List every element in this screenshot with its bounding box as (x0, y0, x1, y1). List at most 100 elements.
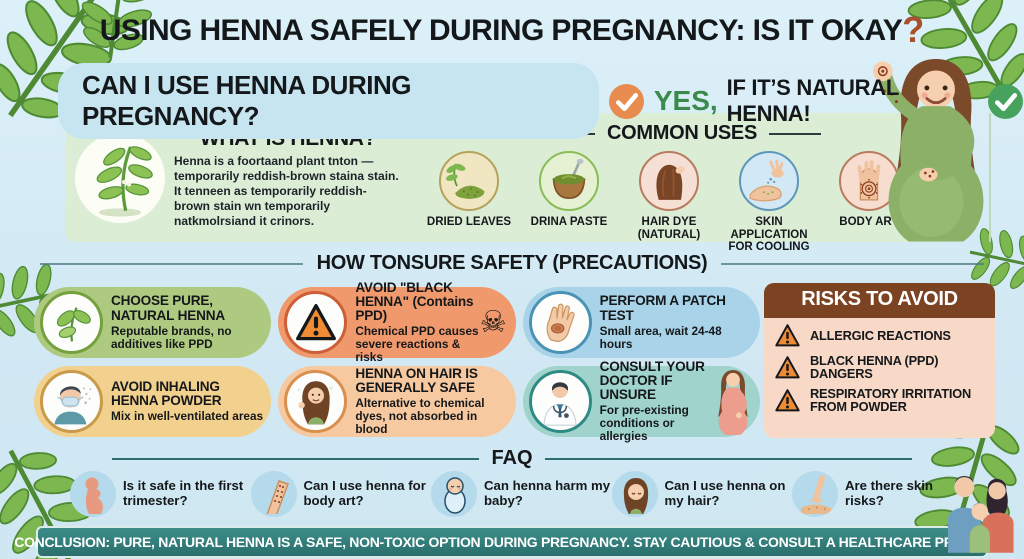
card-choose-pure-henna: CHOOSE PURE, NATURAL HENNA Reputable bra… (34, 287, 272, 358)
card-text: AVOID INHALING HENNA POWDER Mix in well-… (111, 378, 263, 424)
woman-face-icon (623, 478, 648, 514)
safety-heading: HOW TONSURE SAFETY (PRECAUTIONS) (40, 252, 985, 275)
hand-touch-skin-icon (801, 475, 831, 514)
faq-item-skin-risks: Are there skin risks? (792, 471, 972, 517)
card-subtitle: Alternative to chemical dyes, not absorb… (355, 396, 485, 437)
faq-question: Is it safe in the first trimester? (123, 478, 244, 508)
card-badge (284, 291, 348, 354)
faq-item-harm-baby: Can henna harm my baby? (431, 471, 611, 517)
faq-title: FAQ (491, 447, 533, 469)
answer-yes: YES, (653, 85, 718, 116)
card-title: CHOOSE PURE, NATURAL HENNA (111, 293, 225, 323)
card-badge (528, 370, 592, 433)
info-band: WHAT IS HENNA? Henna is a foortaand plan… (65, 113, 991, 253)
checkmark-icon (608, 83, 645, 120)
warning-triangle-icon (294, 302, 338, 343)
dash-line (769, 132, 822, 135)
risk-item: RESPIRATORY IRRITATION FROM POWDER (764, 382, 995, 415)
faq-badge (250, 471, 297, 517)
patch-test-hand-icon (546, 303, 575, 342)
answer-condition: IF IT’S NATURAL HENNA! (726, 75, 899, 126)
use-label: BODY ART (839, 216, 899, 228)
divider-line (112, 457, 480, 460)
masked-person-icon (53, 385, 91, 424)
use-badge (739, 151, 799, 211)
dried-leaves-icon (446, 163, 485, 199)
card-subtitle: Reputable brands, no additives like PPD (111, 323, 232, 351)
safety-title: HOW TONSURE SAFETY (PRECAUTIONS) (316, 252, 708, 274)
card-title: CONSULT YOUR DOCTOR IF UNSURE (599, 358, 705, 403)
warning-triangle-icon (774, 388, 801, 413)
baby-icon (444, 477, 466, 514)
faq-question: Can I use henna on my hair? (664, 478, 786, 508)
use-label: HAIR DYE (NATURAL) (637, 216, 701, 241)
use-item-hair-dye: HAIR DYE (NATURAL) (619, 151, 719, 254)
card-title: PERFORM A PATCH TEST (599, 293, 726, 323)
faq-question: Can I use henna for body art? (303, 478, 426, 508)
question-mark: ? (902, 9, 925, 50)
henna-plant-icon (96, 145, 153, 217)
card-title: AVOID "BLACK HENNA" (Contains PPD) (355, 279, 474, 324)
card-avoid-black-henna: AVOID "BLACK HENNA" (Contains PPD) Chemi… (278, 280, 516, 364)
hair-dye-icon (656, 164, 685, 200)
risk-text: RESPIRATORY IRRITATION FROM POWDER (810, 385, 972, 415)
divider-line (40, 262, 303, 265)
use-item-paste: DRINA PASTE (519, 151, 619, 254)
card-title: AVOID INHALING HENNA POWDER (111, 378, 222, 409)
card-subtitle: Chemical PPD causes severe reactions & r… (355, 324, 479, 365)
card-text: HENNA ON HAIR IS GENERALLY SAFE Alternat… (355, 365, 507, 437)
precaution-cards: CHOOSE PURE, NATURAL HENNA Reputable bra… (34, 280, 760, 443)
card-text: CONSULT YOUR DOCTOR IF UNSURE For pre-ex… (599, 358, 752, 444)
faq-badge (70, 471, 116, 517)
faq-badge (431, 471, 477, 517)
skin-application-icon (749, 159, 784, 202)
use-badge (639, 151, 699, 211)
pregnant-woman-illustration (872, 59, 984, 242)
card-henna-on-hair: HENNA ON HAIR IS GENERALLY SAFE Alternat… (278, 365, 516, 437)
skull-crossbones-icon: ☠ (479, 304, 507, 340)
body-art-hand-icon (857, 160, 881, 201)
pregnant-woman-small-illustration (718, 369, 748, 436)
card-badge (284, 370, 348, 433)
doctor-icon (543, 381, 577, 426)
woman-long-hair-icon (296, 380, 334, 424)
common-uses-items: DRIED LEAVES DRINA PASTE (419, 151, 919, 254)
faq-item-hair: Can I use henna on my hair? (611, 471, 792, 517)
common-uses-title: COMMON USES (606, 122, 758, 144)
question-banner: CAN I USE HENNA DURING PREGNANCY? YES, I… (58, 63, 1024, 139)
use-label: SKIN APPLICATION FOR COOLING (728, 216, 810, 254)
divider-line (721, 262, 985, 265)
faq-item-first-trimester: Is it safe in the first trimester? (70, 471, 250, 517)
family-illustration (947, 475, 1014, 553)
faq-badge (611, 471, 658, 517)
henna-arm-icon (266, 480, 289, 514)
faq-items: Is it safe in the first trimester? Can I… (70, 471, 972, 517)
card-text: PERFORM A PATCH TEST Small area, wait 24… (600, 294, 752, 350)
card-subtitle: Small area, wait 24-48 hours (599, 323, 722, 351)
use-label: DRINA PASTE (530, 216, 608, 228)
conclusion-text: CONCLUSION: PURE, NATURAL HENNA IS A SAF… (14, 534, 1010, 550)
henna-paste-bowl-icon (552, 158, 586, 200)
what-is-henna-text: WHAT IS HENNA? Henna is a foortaand plan… (174, 127, 402, 229)
checkmark-icon (987, 83, 1024, 120)
faq-item-body-art: Can I use henna for body art? (250, 471, 431, 517)
risks-panel: RISKS TO AVOID ALLERGIC REACTIONS BLACK … (764, 283, 995, 438)
use-label: DRIED LEAVES (426, 216, 512, 228)
card-title: HENNA ON HAIR IS GENERALLY SAFE (355, 365, 478, 396)
pregnant-silhouette-icon (85, 477, 103, 514)
faq-header: FAQ (112, 447, 912, 470)
conclusion-bar: CONCLUSION: PURE, NATURAL HENNA IS A SAF… (14, 526, 1010, 558)
leaf-sprig-icon (56, 306, 91, 342)
card-badge (40, 370, 103, 433)
use-badge (539, 151, 599, 211)
use-badge (439, 151, 499, 211)
warning-triangle-icon (774, 355, 801, 380)
use-item-dried-leaves: DRIED LEAVES (419, 151, 519, 254)
card-badge (40, 291, 103, 354)
page-title: USING HENNA SAFELY DURING PREGNANCY: IS … (0, 9, 1024, 51)
card-patch-test: PERFORM A PATCH TEST Small area, wait 24… (522, 287, 760, 358)
title-text: USING HENNA SAFELY DURING PREGNANCY: IS … (99, 14, 903, 47)
card-badge (528, 291, 592, 354)
card-avoid-inhaling: AVOID INHALING HENNA POWDER Mix in well-… (34, 366, 272, 437)
card-consult-doctor: CONSULT YOUR DOCTOR IF UNSURE For pre-ex… (522, 359, 760, 443)
